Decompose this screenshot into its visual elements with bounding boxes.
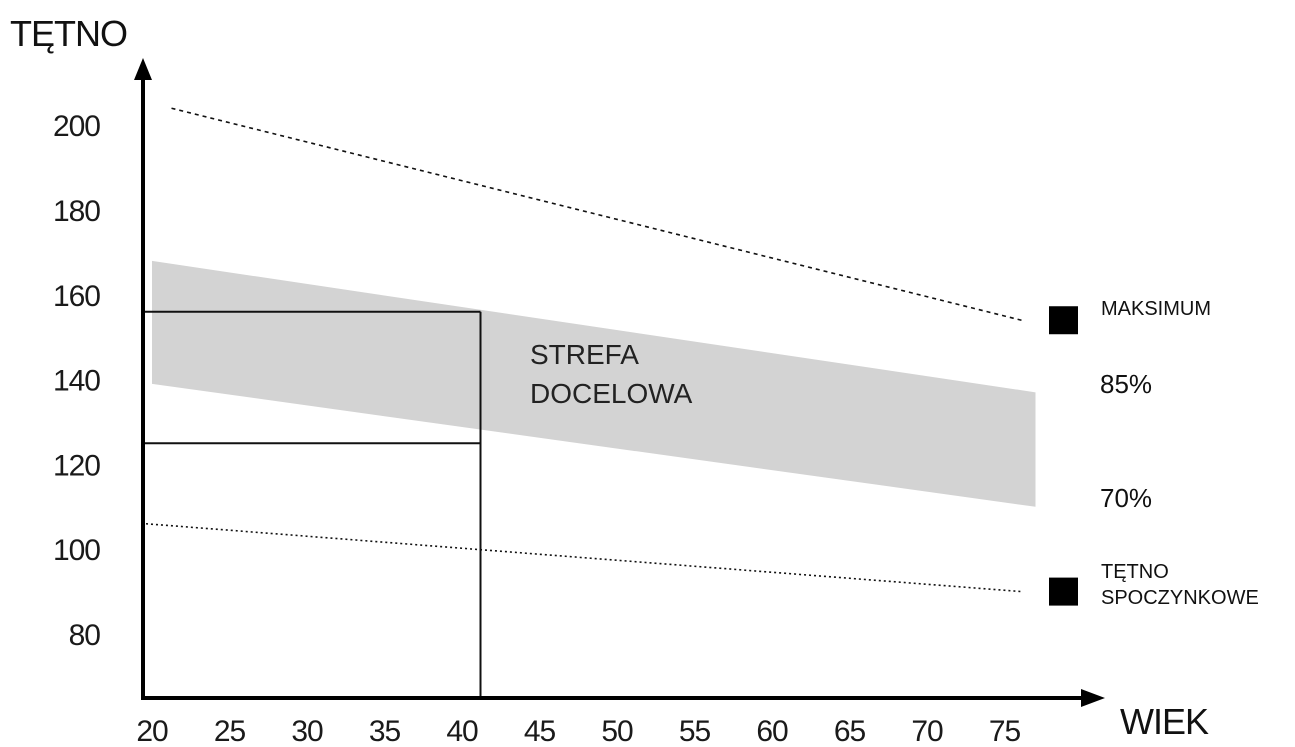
series-layer [145, 107, 1078, 606]
x-axis-title: WIEK [1120, 701, 1209, 742]
x-tick-label: 40 [446, 715, 478, 747]
x-tick-label: 75 [989, 715, 1021, 747]
y-tick-label: 120 [53, 449, 100, 482]
x-tick-label: 70 [911, 715, 943, 747]
target-zone-layer [152, 260, 1036, 507]
x-tick-label: 60 [756, 715, 788, 747]
series-line-max [171, 107, 1022, 322]
y-tick-label: 200 [53, 110, 100, 143]
series-line-rest [145, 522, 1022, 593]
series-marker-max [1049, 306, 1078, 335]
y-axis-title: TĘTNO [10, 13, 127, 54]
x-tick-label: 45 [524, 715, 556, 747]
x-tick-label: 50 [601, 715, 633, 747]
y-tick-label: 160 [53, 280, 100, 313]
tick-labels: 80 100 120 140 160 180 200 20 25 30 35 40 45 50 55 60 65… [53, 110, 1022, 747]
y-tick-label: 100 [53, 534, 100, 567]
zone-label-line2: DOCELOWA [530, 378, 693, 409]
y-axis-arrow [134, 58, 152, 80]
axes [134, 58, 1105, 707]
y-tick-label: 140 [53, 365, 100, 398]
x-tick-label: 35 [369, 715, 401, 747]
x-tick-label: 65 [834, 715, 866, 747]
zone-label-line1: STREFA [530, 339, 639, 370]
x-tick-label: 25 [214, 715, 246, 747]
y-tick-label: 180 [53, 195, 100, 228]
x-tick-label: 20 [136, 715, 168, 747]
x-axis-arrow [1081, 689, 1105, 707]
zone-lower-label: 70% [1100, 483, 1152, 513]
rest-label-line2: SPOCZYNKOWE [1101, 587, 1259, 609]
example-reading-layer [143, 310, 482, 698]
x-tick-label: 55 [679, 715, 711, 747]
x-tick-label: 30 [291, 715, 323, 747]
target-zone-band [152, 260, 1036, 507]
max-label: MAKSIMUM [1101, 298, 1211, 320]
rest-label-line1: TĘTNO [1101, 561, 1169, 583]
y-tick-label: 80 [69, 619, 101, 652]
series-marker-rest [1049, 577, 1078, 606]
zone-upper-label: 85% [1100, 369, 1152, 399]
